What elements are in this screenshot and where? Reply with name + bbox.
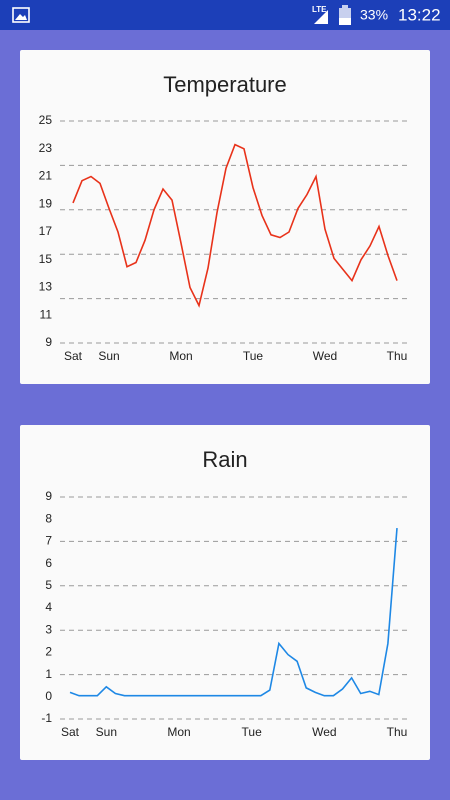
y-tick-label: 19: [39, 196, 53, 210]
battery-level: [339, 18, 351, 25]
y-tick-label: 4: [45, 600, 52, 614]
x-tick-label: Wed: [312, 725, 336, 739]
data-line: [69, 528, 398, 697]
card: [20, 425, 430, 760]
chart-title: Temperature: [163, 72, 287, 97]
y-tick-label: 5: [45, 578, 52, 592]
y-tick-label: 9: [45, 489, 52, 503]
clock: 13:22: [398, 5, 441, 24]
y-tick-label: -1: [41, 711, 52, 725]
x-tick-label: Sun: [98, 349, 119, 363]
y-tick-label: 7: [45, 534, 52, 548]
gallery-icon-shape: [15, 14, 27, 20]
y-tick-label: 8: [45, 511, 52, 525]
y-tick-label: 23: [39, 141, 53, 155]
y-tick-label: 6: [45, 556, 52, 570]
y-tick-label: 21: [39, 169, 53, 183]
x-tick-label: Mon: [167, 725, 190, 739]
network-type: LTE: [312, 5, 327, 14]
x-tick-label: Sat: [64, 349, 83, 363]
x-tick-label: Tue: [242, 725, 263, 739]
card: [20, 50, 430, 384]
status-bar: [0, 0, 450, 30]
x-tick-label: Mon: [169, 349, 192, 363]
y-tick-label: 3: [45, 622, 52, 636]
y-tick-label: 9: [45, 335, 52, 349]
battery-tip: [342, 5, 348, 8]
y-tick-label: 13: [39, 280, 53, 294]
y-tick-label: 11: [40, 307, 53, 321]
y-tick-label: 25: [39, 113, 53, 127]
gallery-icon: [12, 7, 30, 23]
x-tick-label: Wed: [313, 349, 337, 363]
battery-percent: 33%: [360, 7, 388, 23]
x-tick-label: Thu: [387, 349, 408, 363]
y-tick-label: 0: [45, 689, 52, 703]
x-tick-label: Sat: [61, 725, 80, 739]
y-tick-label: 17: [39, 224, 53, 238]
x-tick-label: Sun: [96, 725, 117, 739]
data-line: [72, 143, 398, 308]
signal-icon: [314, 10, 328, 24]
y-tick-label: 15: [39, 252, 53, 266]
y-tick-label: 1: [45, 667, 52, 681]
chart-title: Rain: [202, 447, 247, 472]
y-tick-label: 2: [45, 645, 52, 659]
x-tick-label: Tue: [243, 349, 264, 363]
x-tick-label: Thu: [387, 725, 408, 739]
